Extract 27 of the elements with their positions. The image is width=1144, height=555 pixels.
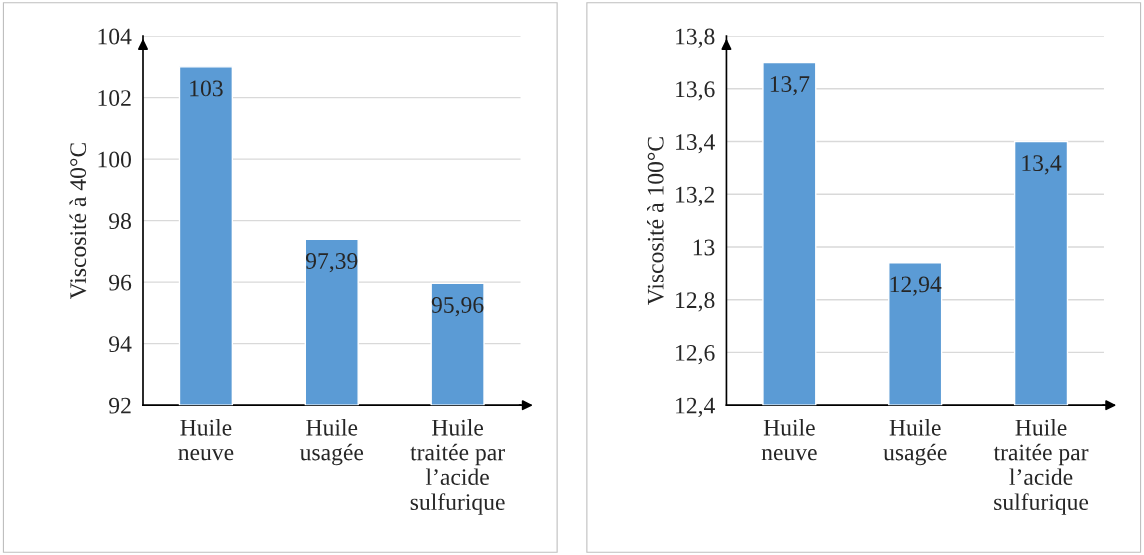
y-tick-label: 13,8	[676, 28, 715, 48]
x-tick-label: Huile neuve	[178, 419, 234, 461]
y-tick-label: 13	[693, 239, 715, 256]
y-tick-label: 12,6	[676, 344, 715, 365]
y-tick-label: 13,4	[676, 134, 715, 154]
x-tick-label: Huile traitée par l’acide sulfurique	[993, 419, 1089, 515]
x-tick-label: Huile neuve	[761, 419, 817, 461]
y-axis-title: Viscosité à 40°C	[69, 143, 87, 300]
y-tick-label: 94	[109, 336, 132, 353]
y-axis-title: Viscosité à 100°C	[647, 137, 664, 306]
y-tick-label: 12,4	[676, 397, 715, 417]
y-tick-label: 92	[109, 397, 131, 414]
y-tick-label: 104	[98, 28, 132, 45]
y-tick-label: 102	[98, 90, 131, 107]
data-label: 97,39	[305, 253, 358, 273]
data-label: 13,7	[770, 76, 810, 96]
data-label: 103	[190, 80, 223, 97]
y-tick-label: 12,8	[676, 292, 715, 312]
x-tick-label: Huile usagée	[883, 419, 947, 466]
y-tick-label: 98	[109, 213, 131, 230]
y-tick-label: 96	[109, 274, 132, 291]
y-tick-label: 13,6	[676, 81, 715, 101]
y-tick-label: 100	[98, 151, 131, 168]
x-tick-label: Huile traitée par l’acide sulfurique	[410, 419, 505, 515]
y-tick-label: 13,2	[676, 186, 715, 207]
x-tick-label: Huile usagée	[299, 419, 364, 466]
data-label: 13,4	[1022, 155, 1062, 175]
